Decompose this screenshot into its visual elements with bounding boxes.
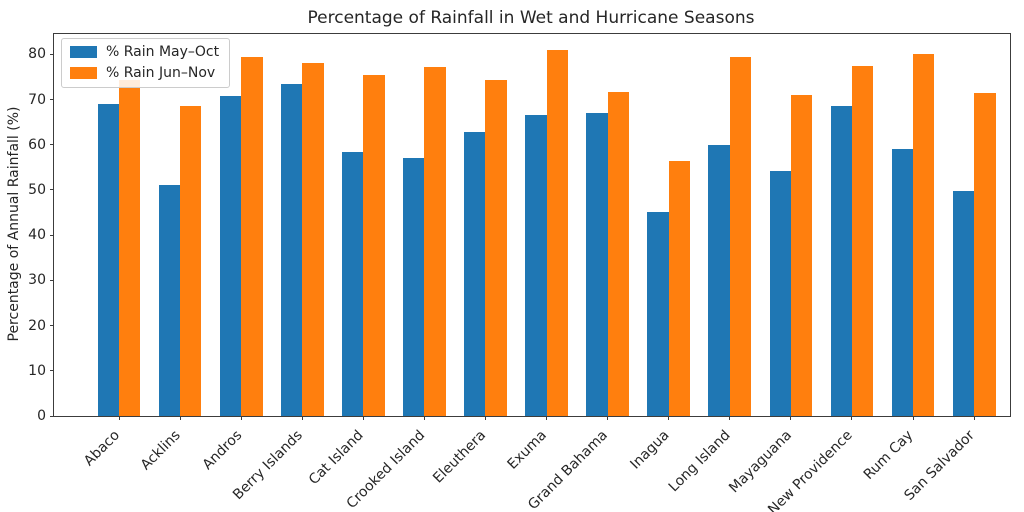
y-axis-label: Percentage of Annual Rainfall (%) — [6, 106, 22, 342]
y-tick-label: 50 — [28, 181, 46, 198]
x-tick-mark — [423, 416, 425, 420]
bar-may-oct-acklins — [158, 185, 181, 416]
x-tick-mark — [179, 416, 181, 420]
x-tick-mark — [484, 416, 486, 420]
y-tick-label: 0 — [37, 408, 46, 424]
bar-jun-nov-exuma — [546, 49, 568, 416]
x-tick-mark — [240, 416, 242, 420]
y-tick-label: 40 — [28, 227, 46, 244]
x-tick-mark — [973, 416, 975, 420]
y-tick-label: 70 — [28, 91, 46, 108]
bar-may-oct-long-island — [708, 145, 730, 416]
legend-swatch-jun-nov — [70, 67, 97, 79]
bar-jun-nov-mayaguana — [790, 95, 813, 416]
legend-label-jun-nov: % Rain Jun–Nov — [106, 65, 216, 81]
legend-item-jun-nov: % Rain Jun–Nov — [70, 65, 219, 81]
x-tick-label: Acklins — [137, 427, 184, 474]
plot-area: 0 10 20 30 40 50 60 70 80 Abaco Acklins Andros Berr… — [28, 33, 1011, 512]
bar-may-oct-berry-islands — [280, 84, 303, 416]
bar-may-oct-grand-bahama — [586, 112, 608, 416]
bar-jun-nov-berry-islands — [302, 62, 324, 416]
y-tick-mark — [50, 279, 54, 281]
bar-may-oct-rum-cay — [891, 148, 914, 416]
bar-jun-nov-abaco — [119, 80, 141, 416]
x-tick-mark — [546, 416, 548, 420]
chart-title: Percentage of Rainfall in Wet and Hurric… — [307, 8, 755, 28]
y-tick-label: 60 — [28, 136, 46, 153]
x-tick-mark — [729, 416, 731, 420]
y-tick-label: 80 — [28, 46, 46, 63]
x-tick-mark — [790, 416, 792, 420]
bar-jun-nov-san-salvador — [974, 93, 996, 416]
bar-may-oct-eleuthera — [464, 131, 486, 416]
x-tick-mark — [851, 416, 853, 420]
bar-may-oct-new-providence — [830, 105, 852, 416]
legend: % Rain May–Oct % Rain Jun–Nov — [61, 38, 231, 88]
y-tick-mark — [50, 234, 54, 236]
bar-may-oct-crooked-island — [403, 157, 425, 416]
legend-label-may-oct: % Rain May–Oct — [106, 44, 220, 60]
x-tick-mark — [301, 416, 303, 420]
x-tick-label: Exuma — [504, 427, 551, 473]
x-tick-label: Inagua — [627, 427, 673, 473]
y-tick-mark — [50, 415, 54, 417]
bar-jun-nov-rum-cay — [913, 53, 935, 416]
legend-item-may-oct: % Rain May–Oct — [70, 44, 219, 60]
x-tick-label: Eleuthera — [430, 427, 490, 487]
y-tick-mark — [50, 99, 54, 101]
bar-jun-nov-grand-bahama — [607, 92, 630, 416]
y-tick-mark — [50, 325, 54, 327]
x-tick-label: Andros — [199, 427, 245, 474]
bar-may-oct-inagua — [647, 211, 669, 416]
x-tick-label: Abaco — [80, 427, 123, 470]
x-tick-mark — [668, 416, 670, 420]
x-tick-mark — [118, 416, 120, 420]
bar-may-oct-exuma — [525, 115, 547, 416]
x-tick-mark — [912, 416, 914, 420]
y-tick-mark — [50, 370, 54, 372]
bar-jun-nov-inagua — [668, 161, 691, 416]
y-tick-mark — [50, 144, 54, 146]
bar-may-oct-mayaguana — [769, 170, 791, 416]
bar-jun-nov-cat-island — [363, 75, 385, 416]
x-tick-label: Long Island — [665, 427, 734, 496]
x-tick-mark — [362, 416, 364, 420]
bar-jun-nov-crooked-island — [424, 67, 446, 416]
bar-jun-nov-eleuthera — [485, 79, 507, 416]
bar-jun-nov-new-providence — [851, 66, 874, 416]
y-tick-mark — [50, 189, 54, 191]
y-tick-label: 30 — [28, 272, 46, 289]
bar-may-oct-cat-island — [341, 152, 364, 416]
bar-may-oct-andros — [219, 95, 242, 416]
x-tick-label: Rum Cay — [861, 427, 917, 483]
bar-jun-nov-andros — [241, 56, 263, 416]
bar-jun-nov-acklins — [180, 106, 202, 416]
x-tick-label: Cat Island — [306, 427, 367, 489]
bar-jun-nov-long-island — [729, 57, 752, 416]
y-tick-label: 10 — [28, 362, 46, 379]
bar-may-oct-san-salvador — [952, 191, 975, 416]
bar-may-oct-abaco — [97, 103, 119, 416]
legend-swatch-may-oct — [70, 46, 97, 58]
x-tick-mark — [607, 416, 609, 420]
y-tick-mark — [50, 53, 54, 55]
y-tick-label: 20 — [28, 317, 46, 334]
